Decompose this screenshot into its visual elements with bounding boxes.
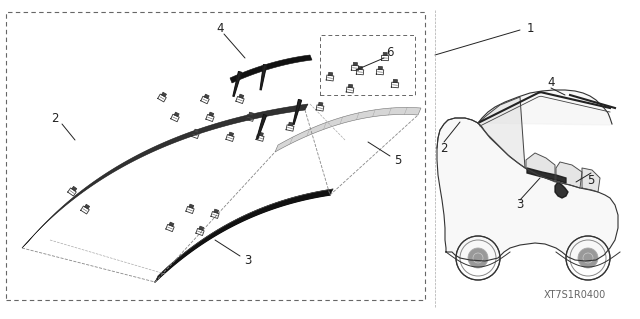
Polygon shape — [478, 97, 525, 168]
Text: 6: 6 — [387, 46, 394, 58]
Polygon shape — [437, 118, 618, 261]
Text: 1: 1 — [526, 21, 534, 34]
Polygon shape — [555, 182, 568, 198]
Text: 5: 5 — [394, 153, 402, 167]
Bar — [6, 12, 425, 300]
Text: 3: 3 — [244, 254, 252, 266]
Polygon shape — [155, 189, 333, 282]
Bar — [320, 35, 415, 95]
Text: 3: 3 — [516, 198, 524, 211]
Text: 2: 2 — [51, 112, 59, 124]
Polygon shape — [259, 132, 263, 136]
Polygon shape — [353, 62, 358, 66]
Polygon shape — [257, 115, 266, 139]
Polygon shape — [189, 204, 194, 208]
Polygon shape — [260, 65, 266, 90]
Polygon shape — [229, 132, 234, 136]
Polygon shape — [239, 94, 244, 98]
Polygon shape — [169, 222, 174, 226]
Polygon shape — [289, 122, 293, 126]
Polygon shape — [199, 226, 204, 230]
Text: 4: 4 — [216, 21, 224, 34]
Polygon shape — [233, 71, 241, 96]
Circle shape — [473, 253, 483, 263]
Polygon shape — [161, 92, 166, 97]
Polygon shape — [556, 162, 582, 188]
Polygon shape — [22, 104, 308, 248]
Polygon shape — [358, 66, 362, 70]
Circle shape — [468, 248, 488, 268]
Polygon shape — [348, 84, 353, 88]
Polygon shape — [275, 108, 421, 152]
Polygon shape — [328, 72, 333, 76]
Text: 4: 4 — [547, 76, 555, 88]
Polygon shape — [84, 204, 90, 209]
Polygon shape — [194, 129, 199, 133]
Circle shape — [583, 253, 593, 263]
Polygon shape — [249, 112, 253, 116]
Polygon shape — [319, 102, 323, 106]
Polygon shape — [393, 79, 397, 83]
Polygon shape — [526, 153, 555, 182]
Polygon shape — [174, 112, 179, 116]
Polygon shape — [383, 52, 387, 56]
Polygon shape — [293, 100, 301, 124]
Text: XT7S1R0400: XT7S1R0400 — [544, 290, 606, 300]
Text: 5: 5 — [588, 174, 595, 187]
Polygon shape — [214, 209, 219, 213]
Polygon shape — [230, 55, 312, 83]
Text: 2: 2 — [440, 142, 448, 154]
Polygon shape — [72, 186, 77, 191]
Polygon shape — [378, 66, 383, 70]
Polygon shape — [204, 94, 209, 99]
Polygon shape — [582, 168, 600, 192]
Polygon shape — [478, 90, 612, 125]
Circle shape — [578, 248, 598, 268]
Polygon shape — [527, 168, 566, 183]
Polygon shape — [209, 112, 214, 116]
